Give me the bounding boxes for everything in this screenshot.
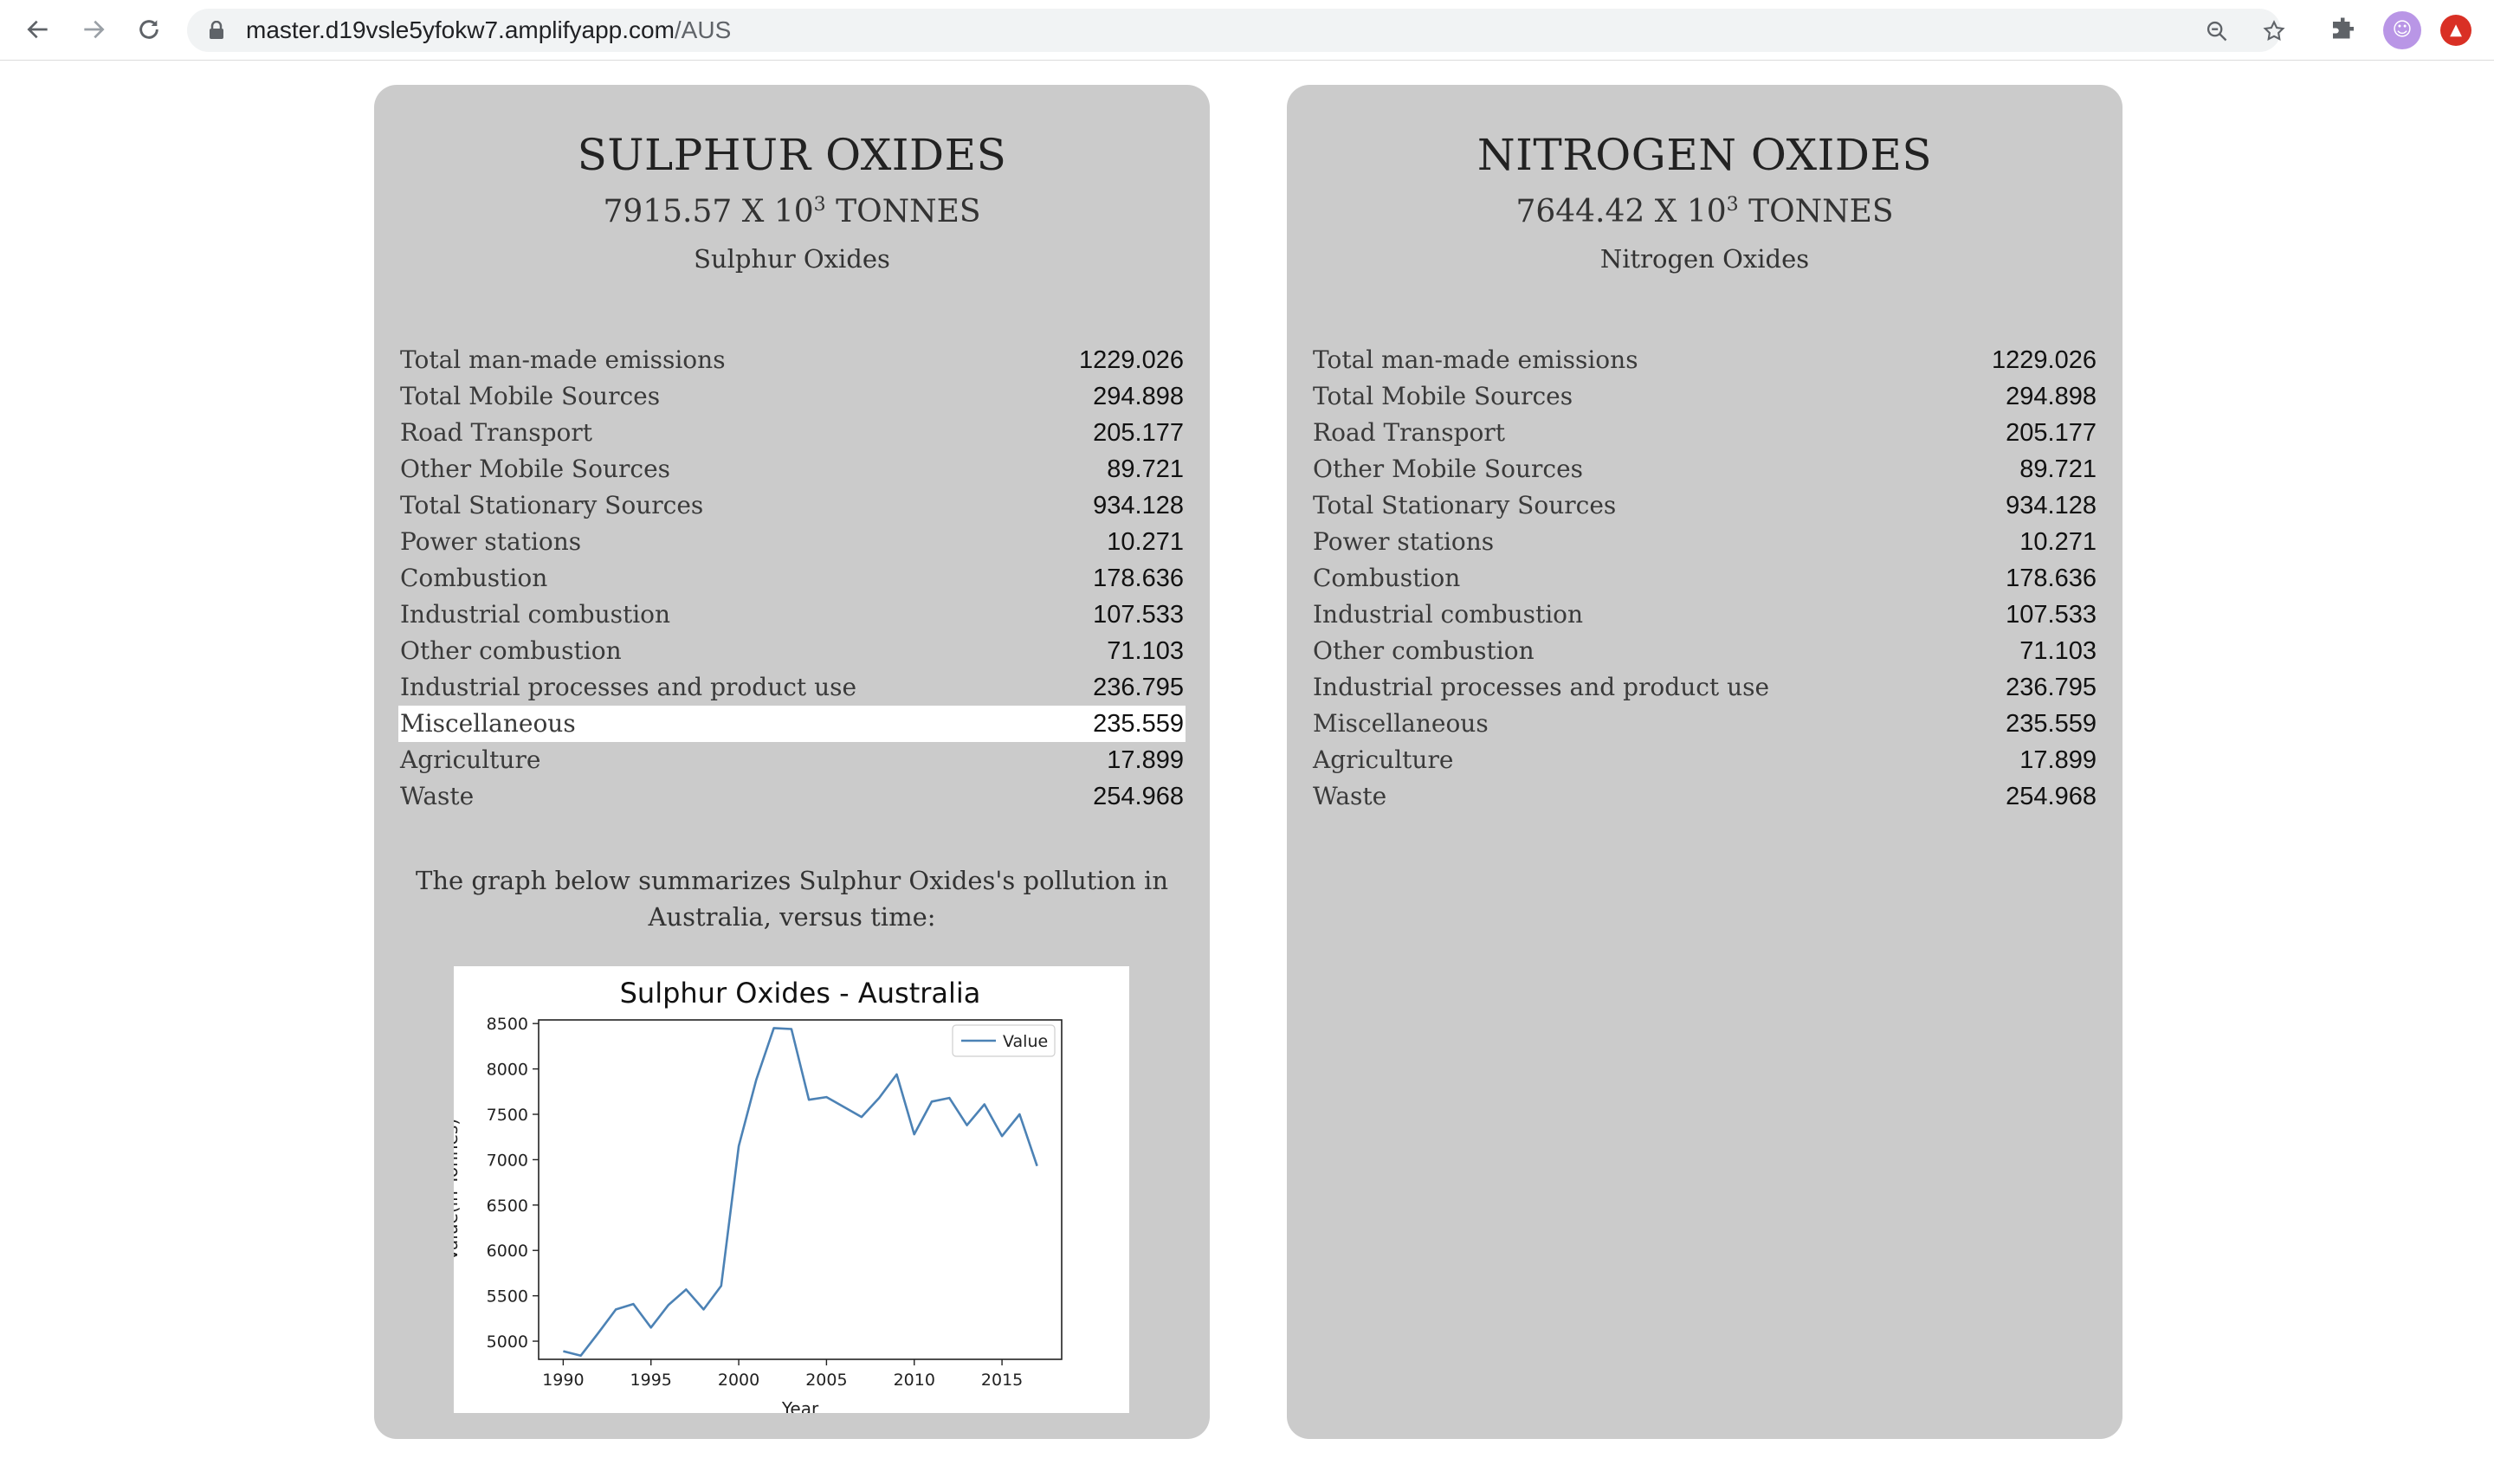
list-item: Other Mobile Sources 89.721	[1313, 455, 2097, 483]
y-tick-label: 6500	[487, 1197, 528, 1216]
url-text[interactable]: master.d19vsle5yfokw7.amplifyapp.com/AUS	[246, 16, 732, 43]
reload-icon[interactable]	[132, 12, 166, 47]
bookmark-star-icon[interactable]	[2262, 19, 2286, 43]
nitrogen-oxides-card: NITROGEN OXIDES 7644.42 X 103 TONNES Nit…	[1287, 85, 2122, 1439]
profile-avatar-icon[interactable]: ☺	[2383, 11, 2421, 49]
list-item: Total man-made emissions 1229.026	[400, 345, 1184, 374]
list-item: Combustion 178.636	[1313, 564, 2097, 592]
card-subtitle: Sulphur Oxides	[694, 244, 890, 274]
list-item: Other combustion 71.103	[400, 636, 1184, 665]
forward-arrow-icon[interactable]	[76, 12, 111, 47]
list-item: Power stations 10.271	[400, 527, 1184, 556]
y-tick-label: 7500	[487, 1106, 528, 1125]
browser-toolbar: master.d19vsle5yfokw7.amplifyapp.com/AUS…	[0, 0, 2494, 61]
y-tick-label: 5500	[487, 1287, 528, 1307]
list-item: Industrial processes and product use 236.…	[400, 673, 1184, 701]
list-item: Total man-made emissions 1229.026	[1313, 345, 2097, 374]
list-item: Agriculture 17.899	[400, 745, 1184, 774]
extensions-puzzle-icon[interactable]	[2328, 14, 2359, 45]
x-tick-label: 1990	[542, 1371, 584, 1390]
x-axis-label: Year	[781, 1398, 819, 1413]
list-item: Total Stationary Sources 934.128	[1313, 491, 2097, 519]
list-item: Road Transport 205.177	[1313, 418, 2097, 447]
list-item: Industrial combustion 107.533	[1313, 600, 2097, 629]
lock-icon[interactable]	[208, 21, 225, 40]
list-item: Miscellaneous 235.559	[1313, 709, 2097, 738]
sulphur-oxides-card: SULPHUR OXIDES 7915.57 X 103 TONNES Sulp…	[374, 85, 1210, 1439]
emissions-list: Total man-made emissions 1229.026 Total M…	[398, 342, 1186, 815]
pollution-chart: Sulphur Oxides - Australia 5000 5500 6000 65…	[454, 966, 1129, 1413]
list-item: Total Mobile Sources 294.898	[400, 382, 1184, 410]
list-item: Total Stationary Sources 934.128	[400, 491, 1184, 519]
extension-icon[interactable]: ▲	[2440, 15, 2471, 46]
series-line-value	[563, 1027, 1038, 1358]
emission-amount: 7915.57 X 103 TONNES	[603, 194, 981, 229]
y-tick-label: 7000	[487, 1151, 528, 1170]
x-tick-label: 2010	[894, 1371, 935, 1390]
card-subtitle: Nitrogen Oxides	[1599, 244, 1810, 274]
legend-box	[952, 1024, 1056, 1057]
list-item: Agriculture 17.899	[1313, 745, 2097, 774]
legend-label: Value	[1003, 1032, 1048, 1051]
list-item: Other combustion 71.103	[1313, 636, 2097, 665]
chart-title: Sulphur Oxides - Australia	[620, 977, 981, 1010]
list-item: Industrial combustion 107.533	[400, 600, 1184, 629]
y-tick-label: 8000	[487, 1061, 528, 1080]
list-item: Total Mobile Sources 294.898	[1313, 382, 2097, 410]
card-title: NITROGEN OXIDES	[1476, 130, 1933, 180]
list-item: Industrial processes and product use 236.…	[1313, 673, 2097, 701]
y-tick-label: 6000	[487, 1242, 528, 1261]
y-tick-label: 8500	[487, 1015, 528, 1034]
x-tick-label: 2000	[718, 1371, 759, 1390]
list-item: Combustion 178.636	[400, 564, 1184, 592]
list-item: Other Mobile Sources 89.721	[400, 455, 1184, 483]
emissions-list: Total man-made emissions 1229.026 Total M…	[1311, 342, 2098, 815]
chart-svg: Sulphur Oxides - Australia 5000 5500 6000 65…	[454, 977, 1063, 1413]
emission-amount: 7644.42 X 103 TONNES	[1515, 194, 1894, 229]
x-tick-label: 1995	[630, 1371, 672, 1390]
y-tick-label: 5000	[487, 1332, 528, 1352]
list-item: Power stations 10.271	[1313, 527, 2097, 556]
list-item-highlighted[interactable]: Miscellaneous 235.559	[398, 706, 1186, 742]
back-arrow-icon[interactable]	[21, 12, 55, 47]
x-tick-label: 2005	[805, 1371, 847, 1390]
list-item: Road Transport 205.177	[400, 418, 1184, 447]
y-axis-label: Value(in Tonnes)	[454, 1119, 462, 1261]
card-title: SULPHUR OXIDES	[577, 130, 1007, 180]
plot-frame	[538, 1019, 1063, 1360]
x-tick-label: 2015	[981, 1371, 1023, 1390]
graph-summary-text: The graph below summarizes Sulphur Oxide…	[416, 866, 1168, 932]
address-bar[interactable]: master.d19vsle5yfokw7.amplifyapp.com/AUS	[187, 9, 2285, 52]
list-item: Waste 254.968	[400, 782, 1184, 810]
list-item: Waste 254.968	[1313, 782, 2097, 810]
zoom-icon[interactable]	[2205, 19, 2229, 43]
